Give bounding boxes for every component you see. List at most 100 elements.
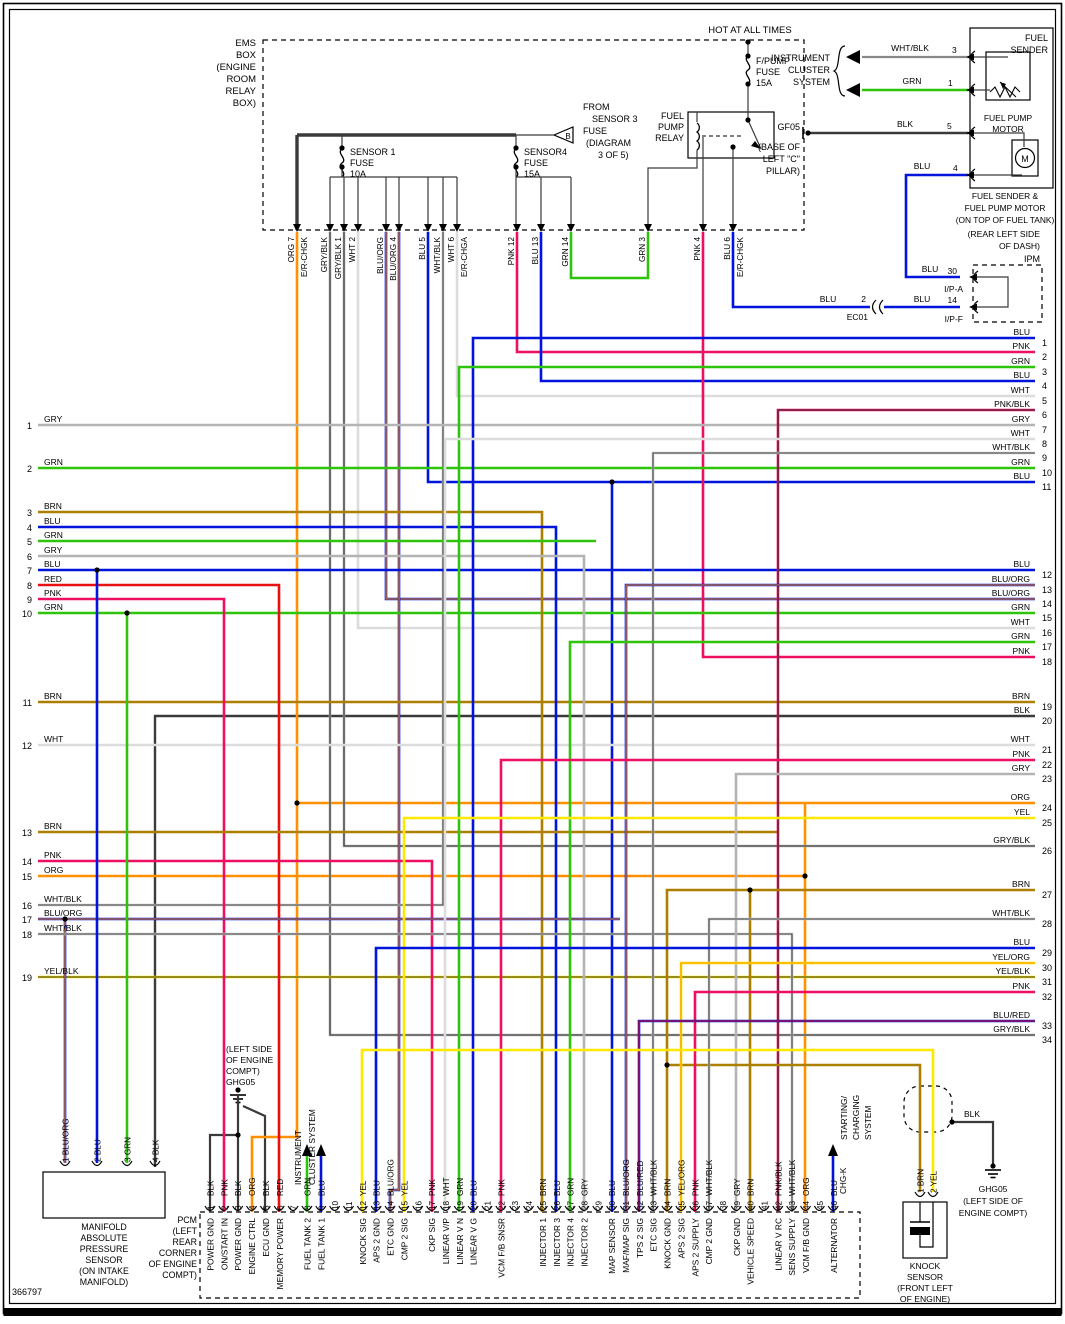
- wire-PNK: [38, 859, 434, 1212]
- pcm-pin-color-label: BLU: [373, 1180, 382, 1196]
- right-row-color-label: BLU: [1013, 559, 1030, 569]
- pin-connector-icon: [744, 1205, 756, 1212]
- pin-connector-icon: [412, 1205, 424, 1212]
- sensor4-fuse-label: SENSOR4: [524, 147, 567, 157]
- right-row-number: 13: [1042, 585, 1052, 595]
- map-sensor-label: ABSOLUTE: [81, 1233, 128, 1243]
- instrument-cluster-bottom-label: CLUSTER SYSTEM: [307, 1109, 317, 1185]
- junction-dot: [339, 164, 345, 170]
- pcm-pin-number: 46: [830, 1200, 839, 1210]
- fuel-pump-relay-box: [687, 111, 775, 159]
- exit-wire-label: GRY/BLK 1: [334, 237, 343, 280]
- exit-wire-label: ORG 7: [287, 237, 296, 263]
- pin-connector-icon: [523, 1205, 535, 1212]
- pcm-pin-color-label: BRN: [539, 1179, 548, 1196]
- wire-BLK: [647, 150, 698, 228]
- right-row-number: 20: [1042, 716, 1052, 726]
- right-row-color-label: BRN: [1012, 691, 1030, 701]
- junction-dot: [747, 887, 753, 893]
- right-row-number: 22: [1042, 760, 1052, 770]
- sender-location-label: FUEL SENDER &: [972, 191, 1039, 201]
- wire-stripe-WHT/BLK: [708, 918, 1035, 1212]
- right-row-color-label: BLU/ORG: [992, 588, 1030, 598]
- pcm-pin-number: 39: [733, 1200, 742, 1210]
- right-row-color-label: GRN: [1011, 602, 1030, 612]
- wire-YEL/ORG: [679, 961, 1035, 1212]
- pcm-pin-color-label: WHT/BLK: [650, 1159, 659, 1196]
- pin-arrow-icon: [969, 303, 977, 311]
- right-row-number: 15: [1042, 613, 1052, 623]
- right-row-number: 28: [1042, 919, 1052, 929]
- right-row-number: 34: [1042, 1035, 1052, 1045]
- wire-BLU: [904, 173, 968, 279]
- pcm-pin-color-label: WHT/BLK: [705, 1159, 714, 1196]
- pin-connector-icon: [481, 1205, 493, 1212]
- pcm-pin-color-label: PNK: [428, 1179, 437, 1196]
- wire-BRN: [38, 510, 544, 1212]
- pin-connector-icon: [827, 1205, 839, 1212]
- fuel-pump-relay-label: RELAY: [655, 133, 684, 143]
- left-row-color-label: PNK: [44, 850, 62, 860]
- pcm-pin-function-label: VEHICLE SPEED: [746, 1218, 756, 1285]
- pin-connector-icon: [606, 1205, 618, 1212]
- junction-dot: [745, 117, 751, 123]
- right-row-number: 21: [1042, 745, 1052, 755]
- sender-location-label: FUEL PUMP MOTOR: [965, 203, 1046, 213]
- right-row-number: 27: [1042, 890, 1052, 900]
- starting-charging-label: CHARGING: [851, 1095, 861, 1140]
- pin-connector-icon: [730, 1205, 742, 1212]
- left-row-color-label: BRN: [44, 501, 62, 511]
- pin-connector-icon: [232, 1205, 244, 1212]
- pcm-pin-color-label: BLU: [830, 1180, 839, 1196]
- pcm-pin-function-label: SENS SUPPLY: [787, 1218, 797, 1276]
- fpump-fuse-label: F/PUMP: [756, 56, 790, 66]
- left-row-color-label: GRN: [44, 457, 63, 467]
- pin-connector-icon: [246, 1205, 258, 1212]
- fuse-icon: [339, 148, 345, 178]
- left-row-color-label: RED: [44, 574, 62, 584]
- pin-arrow-icon: [969, 273, 977, 281]
- left-row-color-label: WHT/BLK: [44, 894, 82, 904]
- left-row-color-label: GRN: [44, 602, 63, 612]
- pin-connector-icon: [370, 1205, 382, 1212]
- wire-PNK: [515, 232, 1035, 354]
- gauge-arrowhead-icon: [1000, 82, 1006, 89]
- junction-dot: [124, 610, 130, 616]
- wire-BLK: [977, 276, 1009, 308]
- pcm-pin-number: 22: [497, 1200, 506, 1210]
- exit-circuit-label: E/R-CHGK: [736, 236, 745, 277]
- fuel-pump-motor-label: FUEL PUMP: [984, 113, 1033, 123]
- exit-arrow-icon: [513, 224, 521, 232]
- pin-connector-icon: [495, 1205, 507, 1212]
- left-row-color-label: ORG: [44, 865, 63, 875]
- pcm-pin-number: 8: [303, 1205, 312, 1210]
- right-row-color-label: BLU: [1013, 327, 1030, 337]
- pcm-pin-function-label: FUEL TANK 1: [316, 1218, 326, 1270]
- left-row-number: 7: [27, 566, 32, 576]
- wire-pin-label: 2: [861, 294, 866, 304]
- left-row-number: 16: [22, 901, 32, 911]
- pcm-pin-number: 26: [553, 1200, 562, 1210]
- left-row-color-label: GRN: [44, 530, 63, 540]
- pcm-pin-function-label: LINEAR V G: [469, 1218, 479, 1265]
- pin-connector-icon: [315, 1205, 327, 1212]
- wire-GRY: [38, 554, 586, 1212]
- pcm-pin-function-label: APS 2 SUPPLY: [690, 1218, 700, 1277]
- pin-connector-icon: [592, 1205, 604, 1212]
- fuel-pump-relay-label: FUEL: [661, 111, 684, 121]
- pin-connector-icon: [149, 1160, 161, 1167]
- right-row-number: 6: [1042, 410, 1047, 420]
- wire-stripe-BLU/RED: [638, 1020, 1035, 1212]
- pcm-pin-number: 37: [705, 1200, 714, 1210]
- bottom-border-bar: [3, 1308, 1062, 1316]
- map-sensor-label: (ON INTAKE: [79, 1266, 129, 1276]
- exit-arrow-icon: [453, 224, 461, 232]
- pcm-pin-function-label: KNOCK SIG: [358, 1218, 368, 1265]
- junction-dot: [990, 1163, 996, 1169]
- right-row-number: 14: [1042, 599, 1052, 609]
- pcm-pin-function-label: CKP GND: [732, 1218, 742, 1256]
- pcm-pin-number: 12: [359, 1200, 368, 1210]
- fpump-fuse-label: FUSE: [756, 67, 780, 77]
- pin-connector-icon: [509, 1205, 521, 1212]
